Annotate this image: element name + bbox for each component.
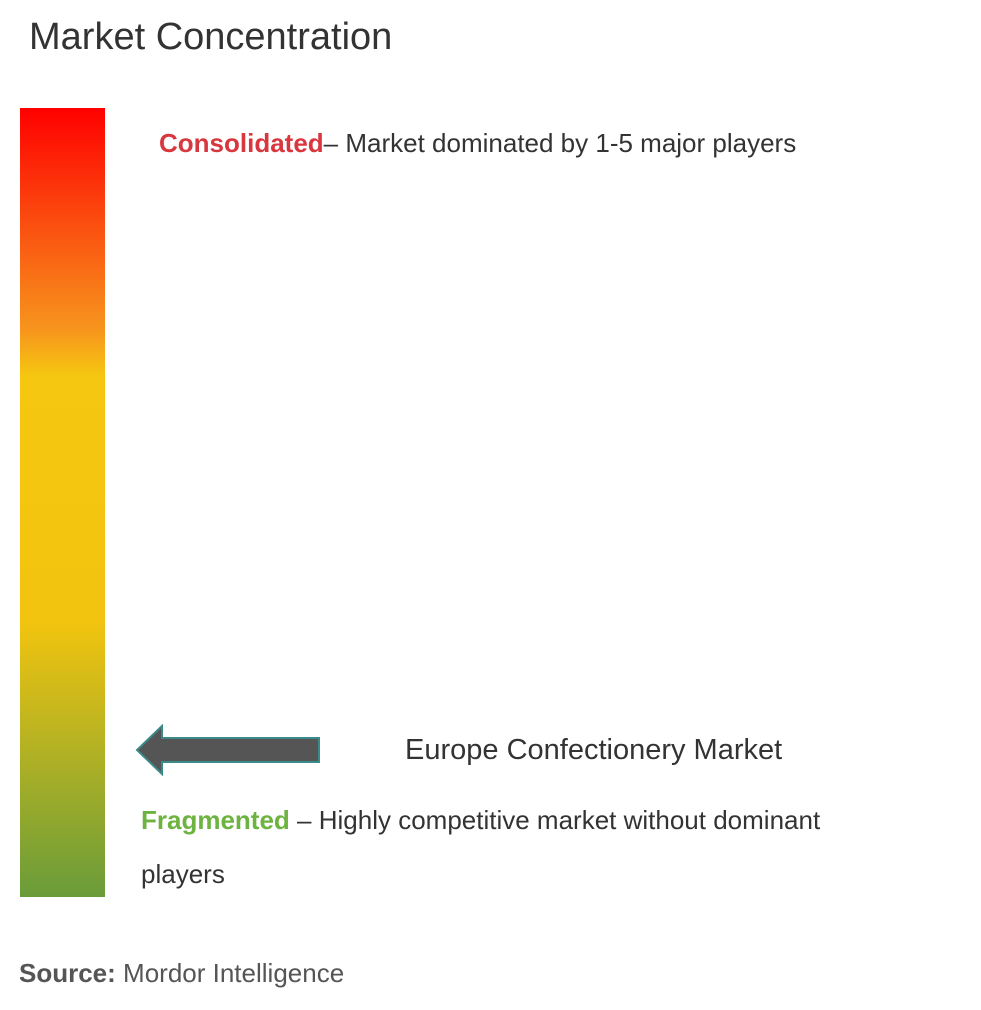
fragmented-description: – Highly competitive market without domi…	[141, 805, 821, 889]
consolidated-description: – Market dominated by 1-5 major players	[323, 128, 797, 158]
source-label: Source:	[19, 958, 116, 988]
concentration-scale	[20, 108, 105, 897]
fragmented-note: Fragmented – Highly competitive market w…	[141, 793, 881, 901]
market-label: Europe Confectionery Market	[405, 734, 783, 766]
consolidated-label: Consolidated	[159, 128, 324, 158]
fragmented-label: Fragmented	[141, 805, 290, 835]
page-title: Market Concentration	[29, 16, 393, 58]
source: Source: Mordor Intelligence	[19, 958, 344, 989]
source-name: Mordor Intelligence	[123, 958, 345, 988]
consolidated-note: Consolidated– Market dominated by 1-5 ma…	[159, 128, 796, 159]
position-arrow	[135, 723, 320, 777]
